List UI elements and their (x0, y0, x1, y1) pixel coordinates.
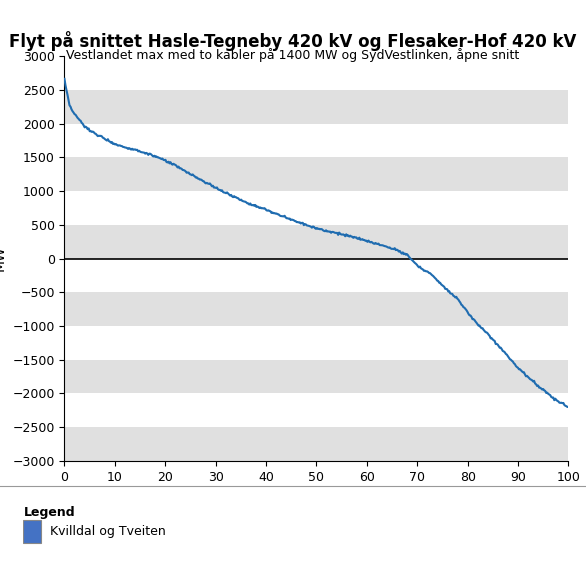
Text: Legend: Legend (23, 506, 75, 519)
Bar (64, 360, 568, 393)
Text: Kvilldal og Tveiten: Kvilldal og Tveiten (50, 525, 166, 538)
Text: Vestlandet max med to kabler på 1400 MW og SydVestlinken, åpne snitt: Vestlandet max med to kabler på 1400 MW … (66, 48, 520, 62)
FancyBboxPatch shape (23, 520, 41, 543)
Bar (64, 427, 568, 461)
Bar (64, 90, 568, 124)
Y-axis label: MW: MW (0, 246, 7, 271)
Text: Flyt på snittet Hasle-Tegneby 420 kV og Flesaker-Hof 420 kV: Flyt på snittet Hasle-Tegneby 420 kV og … (9, 31, 577, 51)
Bar (64, 157, 568, 191)
Bar (64, 225, 568, 259)
Bar (64, 292, 568, 326)
